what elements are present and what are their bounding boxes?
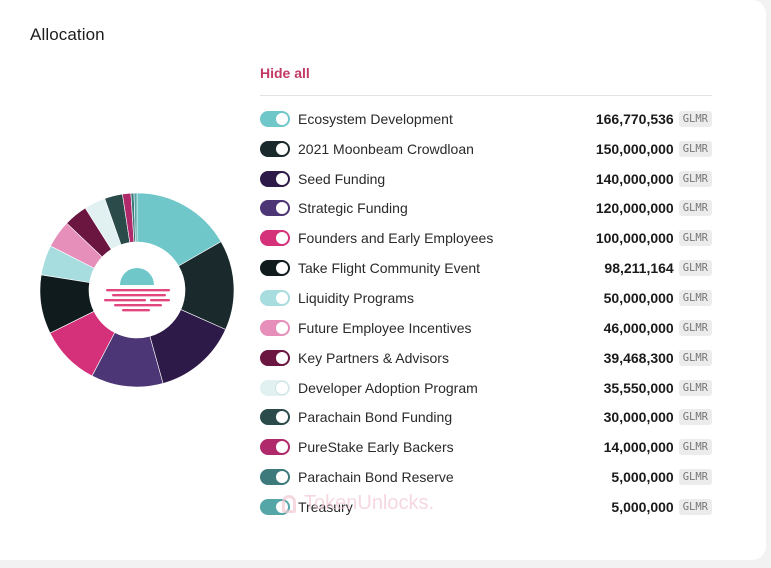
allocation-amount: 98,211,164	[604, 260, 674, 277]
toggle-knob	[276, 202, 288, 215]
legend-label: Liquidity Programs	[298, 289, 414, 306]
allocation-amount: 100,000,000	[595, 230, 674, 247]
allocation-amount: 5,000,000	[611, 498, 674, 515]
divider	[260, 95, 712, 96]
series-toggle[interactable]	[260, 349, 290, 366]
allocation-amount: 140,000,000	[595, 170, 674, 187]
allocation-amount: 5,000,000	[611, 469, 674, 486]
donut-chart	[40, 193, 234, 387]
legend-label: PureStake Early Backers	[298, 439, 454, 456]
series-toggle[interactable]	[260, 110, 290, 127]
unit-badge: GLMR	[678, 439, 712, 456]
allocation-amount: 150,000,000	[595, 140, 674, 157]
allocation-amount: 46,000,000	[603, 319, 674, 336]
legend-label: Parachain Bond Reserve	[298, 469, 454, 486]
donut-slices	[40, 193, 234, 387]
series-toggle[interactable]	[260, 409, 290, 426]
unit-badge: GLMR	[678, 260, 712, 277]
legend-item: Key Partners & Advisors 39,468,300 GLMR	[260, 343, 712, 373]
unit-badge: GLMR	[678, 349, 712, 366]
legend-label: Treasury	[298, 498, 353, 515]
series-toggle[interactable]	[260, 319, 290, 336]
legend-item: Strategic Funding 120,000,000 GLMR	[260, 194, 712, 224]
unit-badge: GLMR	[678, 289, 712, 306]
unit-badge: GLMR	[678, 170, 712, 187]
legend-item: 2021 Moonbeam Crowdloan 150,000,000 GLMR	[260, 134, 712, 164]
series-toggle[interactable]	[260, 140, 290, 157]
series-toggle[interactable]	[260, 439, 290, 456]
unit-badge: GLMR	[678, 230, 712, 247]
legend-label: Parachain Bond Funding	[298, 409, 453, 426]
toggle-knob	[276, 441, 288, 454]
legend-label: Strategic Funding	[298, 200, 408, 217]
series-toggle[interactable]	[260, 289, 290, 306]
legend-list: Ecosystem Development 166,770,536 GLMR 2021…	[260, 104, 712, 522]
series-toggle[interactable]	[260, 200, 290, 217]
legend-label: Ecosystem Development	[298, 110, 453, 127]
series-toggle[interactable]	[260, 379, 290, 396]
series-toggle[interactable]	[260, 260, 290, 277]
legend-item: Treasury 5,000,000 GLMR	[260, 492, 712, 522]
legend-label: Future Employee Incentives	[298, 319, 472, 336]
allocation-card: Allocation Hide all Ecosystem Developmen…	[0, 0, 766, 560]
toggle-knob	[276, 381, 288, 394]
legend-label: Founders and Early Employees	[298, 230, 494, 247]
hide-all-button[interactable]: Hide all	[260, 65, 310, 81]
legend-item: Liquidity Programs 50,000,000 GLMR	[260, 283, 712, 313]
moonbeam-logo	[104, 268, 170, 312]
legend-label: Developer Adoption Program	[298, 379, 478, 396]
unit-badge: GLMR	[678, 409, 712, 426]
legend-item: Parachain Bond Reserve 5,000,000 GLMR	[260, 462, 712, 492]
series-toggle[interactable]	[260, 498, 290, 515]
unit-badge: GLMR	[678, 200, 712, 217]
unit-badge: GLMR	[678, 469, 712, 486]
allocation-amount: 14,000,000	[603, 439, 674, 456]
toggle-knob	[276, 500, 288, 513]
legend-item: Seed Funding 140,000,000 GLMR	[260, 164, 712, 194]
toggle-knob	[276, 232, 288, 245]
legend-item: Take Flight Community Event 98,211,164 GLM…	[260, 253, 712, 283]
card-title: Allocation	[30, 25, 105, 44]
allocation-amount: 30,000,000	[603, 409, 674, 426]
legend-item: PureStake Early Backers 14,000,000 GLMR	[260, 432, 712, 462]
legend-item: Parachain Bond Funding 30,000,000 GLMR	[260, 402, 712, 432]
toggle-knob	[276, 471, 288, 484]
allocation-amount: 50,000,000	[603, 289, 674, 306]
allocation-amount: 35,550,000	[603, 379, 674, 396]
unit-badge: GLMR	[678, 319, 712, 336]
toggle-knob	[276, 351, 288, 364]
allocation-amount: 166,770,536	[595, 110, 674, 127]
toggle-knob	[276, 411, 288, 424]
series-toggle[interactable]	[260, 230, 290, 247]
series-toggle[interactable]	[260, 170, 290, 187]
legend-item: Developer Adoption Program 35,550,000 GLMR	[260, 373, 712, 403]
allocation-amount: 39,468,300	[603, 349, 674, 366]
legend-item: Future Employee Incentives 46,000,000 GLMR	[260, 313, 712, 343]
legend-label: Seed Funding	[298, 170, 386, 187]
legend-label: Key Partners & Advisors	[298, 349, 449, 366]
toggle-knob	[276, 291, 288, 304]
legend-item: Ecosystem Development 166,770,536 GLMR	[260, 104, 712, 134]
unit-badge: GLMR	[678, 498, 712, 515]
legend-item: Founders and Early Employees 100,000,000 G…	[260, 223, 712, 253]
unit-badge: GLMR	[678, 110, 712, 127]
series-toggle[interactable]	[260, 469, 290, 486]
legend-label: 2021 Moonbeam Crowdloan	[298, 140, 474, 157]
toggle-knob	[276, 262, 288, 275]
toggle-knob	[276, 321, 288, 334]
legend-label: Take Flight Community Event	[298, 260, 481, 277]
toggle-knob	[276, 172, 288, 185]
unit-badge: GLMR	[678, 379, 712, 396]
allocation-amount: 120,000,000	[595, 200, 674, 217]
toggle-knob	[276, 112, 288, 125]
toggle-knob	[276, 142, 288, 155]
unit-badge: GLMR	[678, 140, 712, 157]
